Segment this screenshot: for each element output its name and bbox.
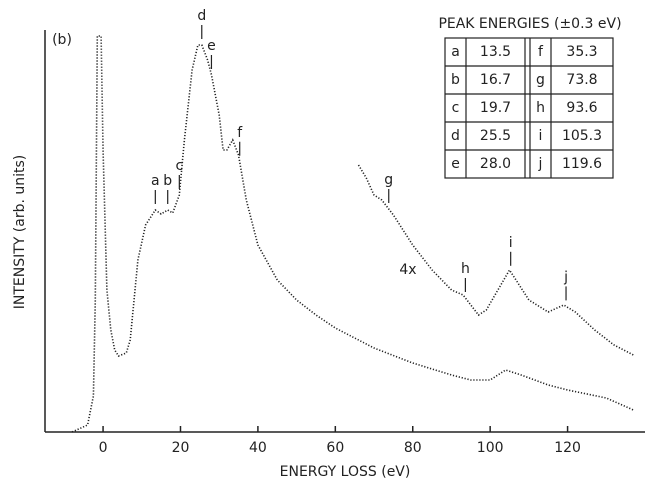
x-tick-label: 60 <box>326 440 344 456</box>
table-energy: 119.6 <box>562 156 602 172</box>
table-energy: 73.8 <box>566 72 597 88</box>
table-letter: h <box>536 100 545 116</box>
peak-letter: e <box>207 38 216 54</box>
scale-annotation: 4x <box>399 262 416 278</box>
table-energy: 16.7 <box>480 72 511 88</box>
x-tick-label: 40 <box>249 440 267 456</box>
x-tick-label: 100 <box>477 440 504 456</box>
spectrum-line <box>71 35 634 433</box>
table-energy: 19.7 <box>480 100 511 116</box>
table-frame <box>444 37 614 179</box>
table-letter: f <box>538 44 544 60</box>
table-letter: b <box>451 72 460 88</box>
peak-letter: h <box>461 261 470 277</box>
table-letter: d <box>451 128 460 144</box>
panel-label: (b) <box>52 32 72 48</box>
peak-letter: f <box>237 125 243 141</box>
peak-letter: c <box>175 158 183 174</box>
peak-letter: i <box>509 235 513 251</box>
table-letter: g <box>536 72 545 88</box>
x-tick-label: 80 <box>404 440 422 456</box>
y-axis-label: INTENSITY (arb. units) <box>12 155 28 310</box>
table-letter: i <box>539 128 543 144</box>
peak-letter: a <box>151 173 160 189</box>
table-letter: e <box>451 156 460 172</box>
x-tick-label: 0 <box>99 440 108 456</box>
table-energy: 13.5 <box>480 44 511 60</box>
peak-letter: b <box>163 173 172 189</box>
table-title: PEAK ENERGIES (±0.3 eV) <box>438 16 621 32</box>
peak-letter: g <box>384 172 393 188</box>
table-letter: j <box>538 156 543 172</box>
table-energy: 35.3 <box>566 44 597 60</box>
peak-letter: d <box>197 8 206 24</box>
table-letter: c <box>452 100 460 116</box>
peak-letter: j <box>563 269 568 285</box>
table-letter: a <box>451 44 460 60</box>
table-energy: 93.6 <box>566 100 597 116</box>
x-tick-label: 120 <box>554 440 581 456</box>
table-energy: 25.5 <box>480 128 511 144</box>
x-axis-label: ENERGY LOSS (eV) <box>280 464 411 480</box>
spectrum-line <box>357 164 634 356</box>
table-energy: 105.3 <box>562 128 602 144</box>
x-tick-label: 20 <box>172 440 190 456</box>
table-energy: 28.0 <box>480 156 511 172</box>
